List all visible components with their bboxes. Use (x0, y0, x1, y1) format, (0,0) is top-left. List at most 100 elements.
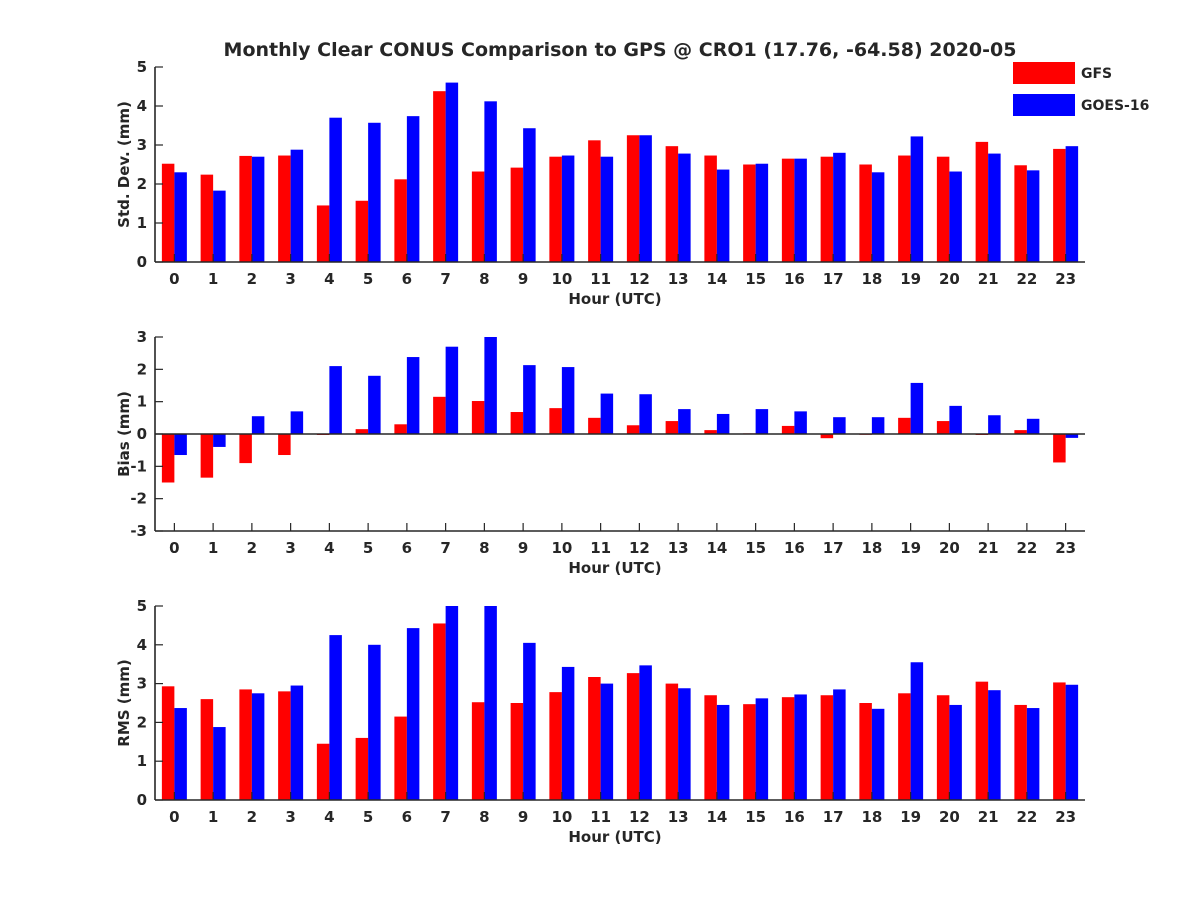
legend-swatch-gfs (1013, 62, 1075, 84)
bar-goes-16-hour-14 (716, 169, 730, 262)
y-tick-label: -1 (130, 457, 147, 475)
x-tick-label: 4 (324, 539, 334, 557)
bar-gfs-hour-19 (898, 693, 911, 800)
x-tick-label: 9 (518, 808, 528, 826)
x-tick-label: 10 (551, 808, 572, 826)
bar-goes-16-hour-10 (561, 666, 575, 800)
bar-gfs-hour-7 (433, 396, 446, 434)
bar-goes-16-hour-12 (639, 665, 652, 800)
x-tick-label: 14 (706, 539, 727, 557)
bar-goes-16-hour-6 (406, 357, 420, 434)
bar-gfs-hour-12 (626, 673, 640, 800)
bar-gfs-hour-3 (278, 434, 291, 456)
bar-gfs-hour-15 (743, 164, 756, 262)
bar-gfs-hour-21 (975, 681, 989, 800)
bar-gfs-hour-0 (161, 434, 175, 483)
bar-gfs-hour-17 (820, 695, 834, 800)
bar-gfs-hour-22 (1014, 165, 1027, 262)
x-tick-label: 5 (363, 270, 373, 288)
x-tick-label: 4 (324, 270, 334, 288)
bar-gfs-hour-17 (820, 156, 834, 262)
bar-goes-16-hour-6 (406, 116, 420, 262)
y-tick-label: 1 (137, 214, 147, 232)
x-tick-label: 23 (1055, 539, 1076, 557)
bar-goes-16-hour-13 (678, 409, 691, 434)
bar-gfs-hour-16 (781, 158, 795, 262)
bar-gfs-hour-23 (1053, 682, 1066, 800)
bar-gfs-hour-9 (510, 703, 524, 800)
bar-goes-16-hour-1 (213, 190, 226, 262)
x-tick-label: 7 (440, 270, 450, 288)
bar-goes-16-hour-19 (910, 136, 924, 262)
x-tick-label: 17 (823, 539, 844, 557)
x-axis-label: Hour (UTC) (568, 559, 661, 577)
bar-goes-16-hour-19 (910, 662, 924, 800)
bar-gfs-hour-8 (471, 401, 485, 434)
bar-goes-16-hour-2 (251, 416, 265, 434)
y-tick-label: 2 (137, 360, 147, 378)
x-tick-label: 18 (861, 808, 882, 826)
x-tick-label: 8 (479, 539, 489, 557)
x-tick-label: 3 (285, 539, 295, 557)
bar-gfs-hour-15 (743, 704, 756, 800)
x-tick-label: 7 (440, 539, 450, 557)
x-tick-label: 10 (551, 539, 572, 557)
x-tick-label: 17 (823, 270, 844, 288)
x-tick-label: 13 (668, 539, 689, 557)
bar-gfs-hour-12 (626, 425, 640, 434)
bar-gfs-hour-12 (626, 135, 640, 262)
bar-goes-16-hour-9 (523, 365, 536, 434)
y-tick-label: 5 (137, 58, 147, 76)
x-tick-label: 2 (247, 808, 257, 826)
bar-gfs-hour-2 (239, 434, 252, 464)
legend-label-gfs: GFS (1081, 66, 1112, 82)
bar-gfs-hour-6 (394, 179, 407, 262)
y-tick-label: 3 (137, 328, 147, 346)
bar-goes-16-hour-1 (213, 434, 226, 447)
x-tick-label: 22 (1016, 270, 1037, 288)
bar-goes-16-hour-16 (794, 158, 807, 262)
bar-goes-16-hour-20 (949, 704, 962, 800)
bar-gfs-hour-5 (355, 429, 369, 434)
bar-gfs-hour-9 (510, 167, 524, 262)
bar-gfs-hour-17 (820, 434, 834, 439)
x-tick-label: 6 (402, 539, 412, 557)
bar-gfs-hour-0 (161, 686, 175, 800)
bar-gfs-hour-23 (1053, 148, 1066, 262)
bar-goes-16-hour-21 (988, 690, 1001, 800)
y-tick-label: 4 (137, 636, 147, 654)
x-tick-label: 18 (861, 270, 882, 288)
x-tick-label: 3 (285, 270, 295, 288)
y-tick-label: 1 (137, 393, 147, 411)
bar-goes-16-hour-4 (329, 117, 342, 262)
bar-goes-16-hour-14 (716, 413, 730, 434)
bar-gfs-hour-2 (239, 155, 252, 262)
bar-gfs-hour-16 (781, 425, 795, 434)
bar-goes-16-hour-23 (1065, 434, 1079, 438)
x-tick-label: 8 (479, 808, 489, 826)
x-tick-label: 3 (285, 808, 295, 826)
bar-gfs-hour-3 (278, 155, 291, 262)
x-tick-label: 12 (629, 539, 650, 557)
x-tick-label: 19 (900, 539, 921, 557)
bar-gfs-hour-7 (433, 623, 446, 800)
bar-goes-16-hour-2 (251, 156, 265, 262)
y-tick-label: 5 (137, 597, 147, 615)
x-tick-label: 13 (668, 808, 689, 826)
bar-goes-16-hour-7 (445, 82, 459, 262)
bar-goes-16-hour-4 (329, 635, 342, 800)
legend-label-goes-16: GOES-16 (1081, 98, 1149, 114)
bar-gfs-hour-14 (704, 430, 717, 434)
x-tick-label: 22 (1016, 808, 1037, 826)
bar-goes-16-hour-5 (368, 644, 381, 800)
bar-goes-16-hour-8 (484, 337, 497, 434)
bar-gfs-hour-5 (355, 737, 369, 800)
bar-gfs-hour-5 (355, 200, 369, 262)
legend-swatch-goes-16 (1013, 94, 1075, 116)
chart-title: Monthly Clear CONUS Comparison to GPS @ … (224, 39, 1017, 61)
x-tick-label: 21 (978, 270, 999, 288)
bar-goes-16-hour-13 (678, 153, 691, 262)
